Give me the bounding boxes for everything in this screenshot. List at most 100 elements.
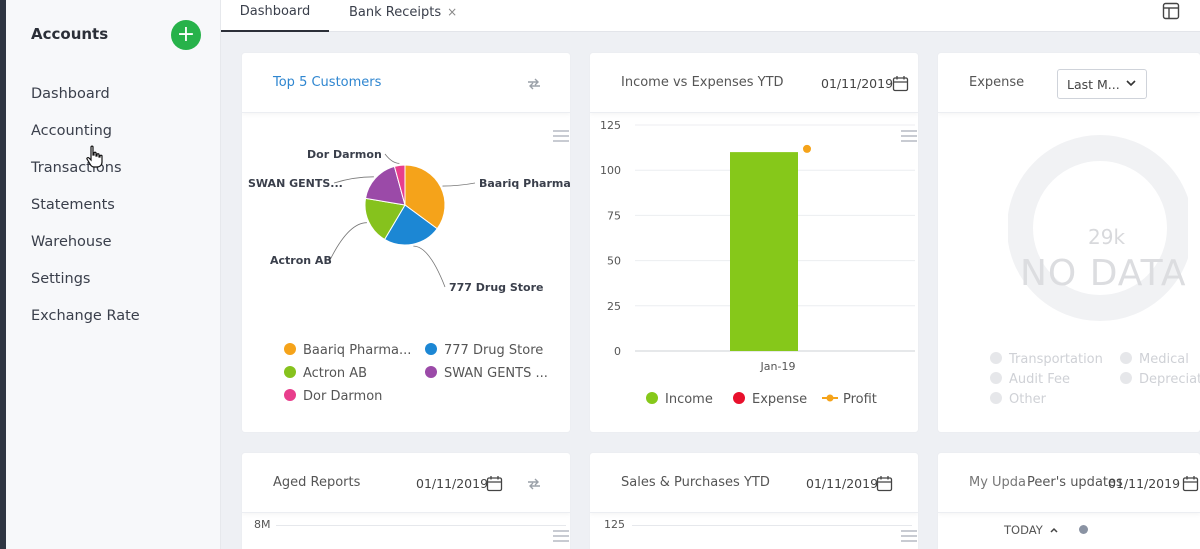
legend-item[interactable]: Dor Darmon <box>284 389 382 404</box>
legend-label: Baariq Pharma... <box>303 343 412 358</box>
legend-item[interactable]: Depreciat <box>1120 372 1200 387</box>
layout-icon[interactable] <box>1162 2 1180 20</box>
hand-cursor-icon <box>86 145 103 168</box>
window-edge <box>0 0 6 549</box>
aged-reports-card: Aged Reports 01/11/2019 8M <box>242 453 570 549</box>
legend-item[interactable]: SWAN GENTS ... <box>425 366 548 381</box>
pie-slice[interactable] <box>393 164 406 206</box>
legend-label: Profit <box>843 392 877 407</box>
y-tick-label: 100 <box>600 164 621 177</box>
legend-label: 777 Drug Store <box>444 343 544 358</box>
period-select-value: Last M... <box>1067 77 1120 92</box>
today-toggle[interactable]: TODAY <box>1004 523 1059 537</box>
legend-label: Medical <box>1139 352 1189 367</box>
card-header: Aged Reports 01/11/2019 <box>242 453 570 513</box>
refresh-icon[interactable] <box>526 76 542 92</box>
expense-title: Expense <box>969 75 1025 90</box>
card-header: Income vs Expenses YTD 01/11/2019 <box>590 53 918 113</box>
add-button[interactable]: + <box>171 20 201 50</box>
calendar-icon[interactable] <box>876 475 893 492</box>
pie-slice-label: Actron AB <box>270 254 332 267</box>
pie-slice[interactable] <box>383 204 438 246</box>
chart-menu-icon[interactable] <box>901 130 917 142</box>
sidebar-item-exchange-rate[interactable]: Exchange Rate <box>31 308 140 324</box>
pie-chart: Baariq Pharma. 777 Drug Store Actron AB SWA… <box>248 148 570 294</box>
date-value[interactable]: 01/11/2019 <box>416 476 489 491</box>
chevron-up-icon <box>1050 527 1058 533</box>
peers-updates-title[interactable]: Peer's updates <box>1027 475 1123 490</box>
card-header: Top 5 Customers <box>242 53 570 113</box>
y-tick-label: 25 <box>607 300 621 313</box>
sidebar-item-warehouse[interactable]: Warehouse <box>31 234 112 250</box>
chart-menu-icon[interactable] <box>553 530 569 542</box>
income-bar[interactable] <box>730 152 798 351</box>
expense-card: Expense Last M... 29k NO DATA Transporta… <box>938 53 1200 432</box>
calendar-icon[interactable] <box>1182 475 1199 492</box>
sidebar-item-statements[interactable]: Statements <box>31 197 115 213</box>
legend-item[interactable]: Income <box>646 392 713 407</box>
legend-item[interactable]: Expense <box>733 392 807 407</box>
y-tick-label: 0 <box>614 345 621 358</box>
chart-menu-icon[interactable] <box>553 130 569 142</box>
legend-label: Other <box>1009 392 1046 407</box>
pie-slice-label: SWAN GENTS... <box>248 177 343 190</box>
y-tick-label: 75 <box>607 209 621 222</box>
refresh-icon[interactable] <box>526 476 542 492</box>
legend-label: SWAN GENTS ... <box>444 366 548 381</box>
legend-item[interactable]: Medical <box>1120 352 1189 367</box>
legend-item[interactable]: Baariq Pharma... <box>284 343 411 358</box>
period-select[interactable]: Last M... <box>1057 69 1147 99</box>
legend-item[interactable]: Profit <box>822 392 877 407</box>
date-value[interactable]: 01/11/2019 <box>821 76 894 91</box>
tab-dashboard-label: Dashboard <box>239 4 311 19</box>
card-header: Expense Last M... <box>938 53 1200 113</box>
pie-connector <box>413 245 446 288</box>
tab-dashboard[interactable]: Dashboard <box>221 0 329 32</box>
date-value[interactable]: 01/11/2019 <box>1108 476 1181 491</box>
timeline-dot <box>1079 525 1088 534</box>
pie-slice[interactable] <box>364 165 406 206</box>
legend-item[interactable]: Audit Fee <box>990 372 1070 387</box>
calendar-icon[interactable] <box>892 75 909 92</box>
legend-item[interactable]: Actron AB <box>284 366 367 381</box>
calendar-icon[interactable] <box>486 475 503 492</box>
legend-item[interactable]: Transportation <box>990 352 1103 367</box>
income-expenses-card: Income vs Expenses YTD 01/11/2019 125 100… <box>590 53 918 432</box>
top-customers-card: Top 5 Customers Baariq Pharma. 777 Drug S… <box>242 53 570 432</box>
date-value[interactable]: 01/11/2019 <box>806 476 879 491</box>
sales-purchases-title: Sales & Purchases YTD <box>621 475 770 490</box>
pie-connector <box>442 182 476 187</box>
x-tick-label: Jan-19 <box>760 360 796 373</box>
legend-item[interactable]: Other <box>990 392 1046 407</box>
bar-chart: 125 100 75 50 25 0 Jan-19 <box>600 119 915 373</box>
legend-label: Audit Fee <box>1009 372 1070 387</box>
no-data-text: NO DATA <box>1020 253 1187 294</box>
pie-slice[interactable] <box>364 197 406 241</box>
pie-slice-label: 777 Drug Store <box>449 281 544 294</box>
sidebar-item-accounting[interactable]: Accounting <box>31 123 112 139</box>
tab-close-icon[interactable]: × <box>447 5 458 19</box>
y-axis-top-label: 8M <box>254 518 271 531</box>
legend-label: Dor Darmon <box>303 389 383 404</box>
sidebar-item-settings[interactable]: Settings <box>31 271 91 287</box>
pie-slice[interactable] <box>404 164 446 230</box>
chart-menu-icon[interactable] <box>901 530 917 542</box>
gridline <box>632 525 912 526</box>
today-label: TODAY <box>1004 523 1043 537</box>
top-customers-title[interactable]: Top 5 Customers <box>273 75 382 90</box>
card-header: Sales & Purchases YTD 01/11/2019 <box>590 453 918 513</box>
profit-point[interactable] <box>803 144 811 153</box>
legend-label: Actron AB <box>303 366 368 381</box>
income-expenses-title: Income vs Expenses YTD <box>621 75 784 90</box>
card-header: My Upda Peer's updates 01/11/2019 <box>938 453 1200 513</box>
sales-purchases-card: Sales & Purchases YTD 01/11/2019 125 <box>590 453 918 549</box>
tab-bank-receipts[interactable]: Bank Receipts × <box>349 0 457 32</box>
my-updates-title[interactable]: My Upda <box>969 475 1027 490</box>
y-tick-label: 125 <box>600 119 621 132</box>
aged-reports-title: Aged Reports <box>273 475 361 490</box>
sidebar-item-dashboard[interactable]: Dashboard <box>31 86 110 102</box>
sidebar-menu: Dashboard Accounting Transactions Statem… <box>31 86 140 345</box>
legend-item[interactable]: 777 Drug Store <box>425 343 543 358</box>
legend-label: Depreciat <box>1139 372 1200 387</box>
sidebar-title: Accounts <box>31 25 109 43</box>
